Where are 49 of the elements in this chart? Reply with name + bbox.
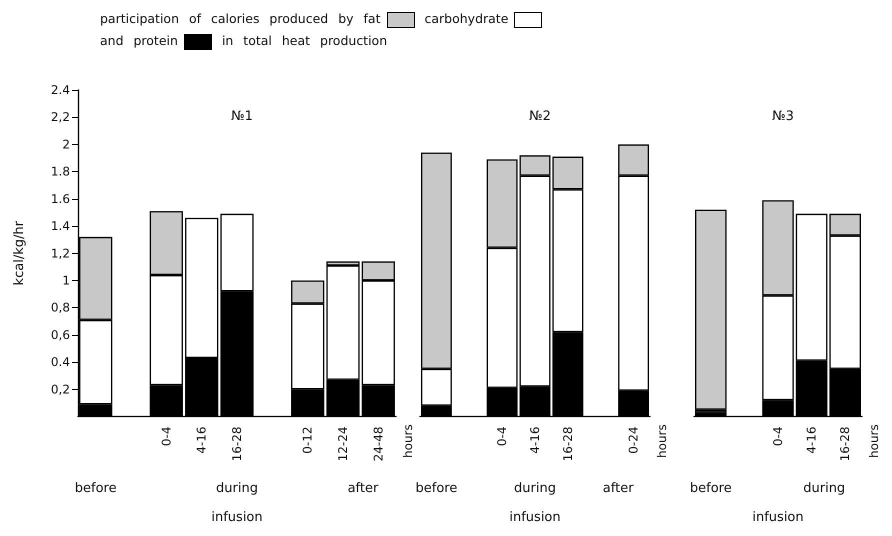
text: №1 bbox=[231, 109, 253, 124]
y-tick-label: 1.8 bbox=[50, 164, 70, 179]
legend-label: carbohydrate bbox=[424, 11, 508, 26]
text: after bbox=[602, 481, 634, 496]
text: hours bbox=[867, 424, 881, 458]
text: during bbox=[216, 481, 258, 496]
y-tick-label: 0,6 bbox=[50, 328, 70, 342]
y-tick-label: 0,8 bbox=[50, 300, 70, 315]
y-tick-label: 2,2 bbox=[50, 110, 70, 124]
x-axis-title: infusion bbox=[752, 510, 804, 525]
text: before bbox=[690, 481, 732, 496]
x-tick-label: 24-48 bbox=[371, 426, 386, 462]
text: hours bbox=[401, 424, 415, 458]
chart-subtitle: in total heat production bbox=[222, 33, 388, 48]
y-tick-label: 1.6 bbox=[50, 192, 70, 206]
y-tick-label: 2 bbox=[62, 137, 70, 152]
legend-label: fat bbox=[364, 11, 380, 26]
y-tick-label: 1 bbox=[62, 273, 70, 288]
text: hours bbox=[655, 424, 669, 458]
y-tick-label: 1.4 bbox=[50, 219, 70, 234]
x-tick-label: 0-24 bbox=[626, 426, 641, 454]
text: after bbox=[348, 481, 379, 496]
x-tick-label: 0-4 bbox=[159, 426, 174, 446]
x-tick-label: 4-16 bbox=[194, 426, 209, 454]
x-tick-label: 0-4 bbox=[771, 426, 785, 446]
x-tick-label: 16-28 bbox=[838, 426, 852, 462]
y-tick-label: 0.4 bbox=[50, 355, 70, 370]
x-axis-title: infusion bbox=[211, 510, 263, 525]
x-tick-label: 0-4 bbox=[495, 426, 510, 446]
x-tick-label: 4-16 bbox=[528, 426, 542, 454]
y-axis-title: kcal/kg/hr bbox=[12, 220, 27, 286]
x-axis-title: infusion bbox=[509, 510, 561, 525]
x-tick-label: 0-12 bbox=[300, 426, 315, 454]
x-tick-label: 12-24 bbox=[336, 426, 350, 462]
text: before bbox=[74, 481, 117, 496]
legend-label: and protein bbox=[100, 33, 178, 48]
x-tick-label: 16-28 bbox=[560, 426, 575, 462]
text: during bbox=[514, 481, 556, 496]
text: №2 bbox=[529, 109, 551, 124]
text: before bbox=[416, 481, 458, 496]
legend-title: participation of calories produced by bbox=[100, 11, 354, 26]
text: during bbox=[803, 481, 846, 496]
y-tick-label: 2.4 bbox=[50, 83, 70, 97]
text: №3 bbox=[772, 109, 794, 124]
bar bbox=[695, 210, 727, 410]
y-tick-label: 1,2 bbox=[50, 246, 70, 260]
x-tick-label: 16-28 bbox=[230, 426, 244, 462]
y-tick-label: 0,2 bbox=[50, 382, 70, 396]
x-tick-label: 4-16 bbox=[804, 426, 819, 454]
